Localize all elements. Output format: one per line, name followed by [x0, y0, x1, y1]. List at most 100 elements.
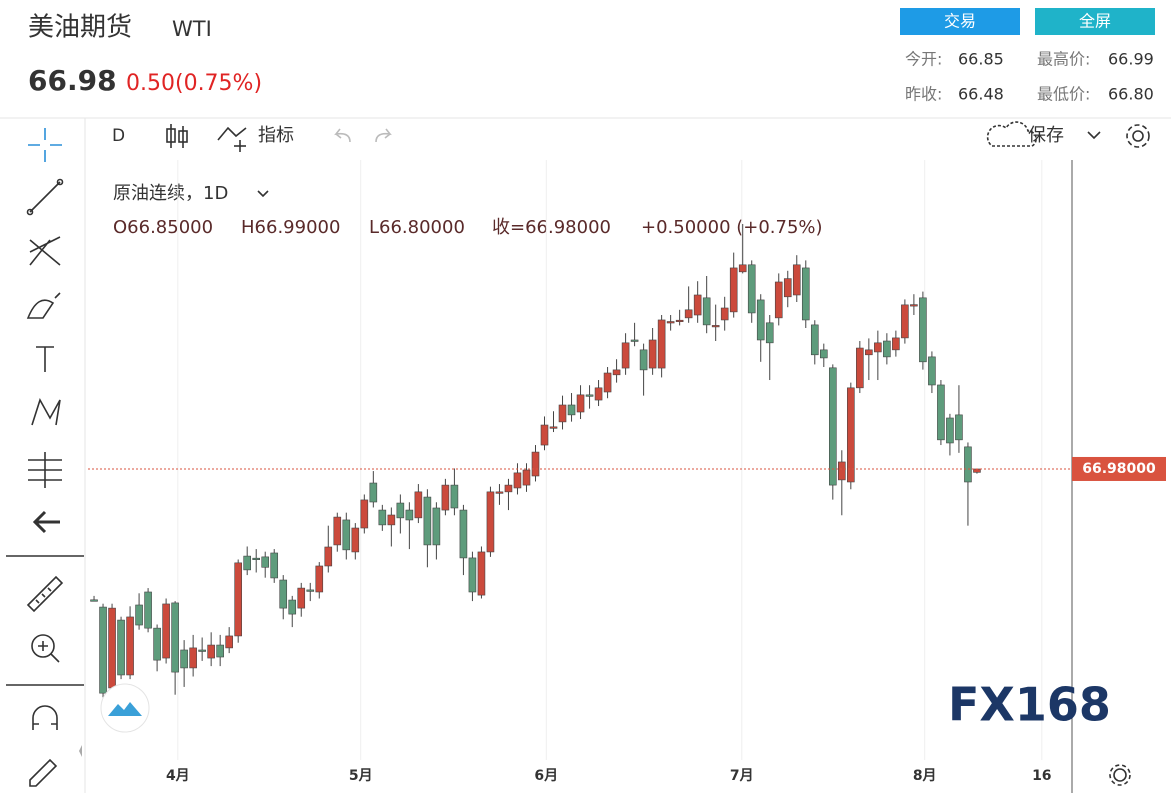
- candle-body: [856, 347, 864, 389]
- candle-body: [783, 278, 792, 298]
- candle-body: [792, 264, 801, 296]
- x-tick-label: 7月: [730, 768, 754, 784]
- candle-body: [405, 509, 414, 521]
- settings-icon[interactable]: [1126, 124, 1150, 148]
- stat-value: 66.48: [958, 85, 1004, 104]
- price-label: 66.98000: [1082, 461, 1156, 477]
- legend-low: L66.80000: [369, 217, 465, 238]
- title: 美油期货: [28, 13, 132, 43]
- candle-body: [432, 507, 441, 546]
- left-toolbar[interactable]: [6, 128, 84, 787]
- legend-open: O66.85000: [113, 217, 213, 238]
- axis-settings[interactable]: [1109, 764, 1131, 786]
- candle-body: [603, 372, 612, 393]
- candle-body: [522, 469, 531, 486]
- candle-body: [558, 404, 567, 423]
- save[interactable]: 保存: [1028, 125, 1064, 146]
- candle-body: [351, 527, 360, 553]
- interval[interactable]: D: [112, 126, 125, 146]
- candle-body: [333, 516, 342, 546]
- stat-value: 66.85: [958, 50, 1004, 69]
- candle-body: [513, 472, 522, 489]
- candle-body: [495, 491, 504, 494]
- candle-body: [324, 546, 333, 567]
- candle-body: [531, 451, 540, 477]
- candle-body: [630, 339, 639, 342]
- candle-body: [567, 404, 576, 416]
- indicators[interactable]: 指标: [258, 125, 294, 146]
- cloud-icon[interactable]: [986, 121, 1037, 147]
- candle-body: [477, 551, 486, 596]
- fullscreen-button[interactable]: [1035, 8, 1155, 35]
- candle-body: [829, 367, 837, 486]
- candle-body: [702, 297, 711, 326]
- x-tick-label: 5月: [349, 768, 373, 784]
- candle-body: [414, 491, 423, 519]
- candle-body: [117, 619, 125, 676]
- candle-body: [810, 324, 819, 356]
- watermark: FX168: [948, 678, 1111, 732]
- candle-body: [306, 589, 315, 592]
- candle-body: [126, 616, 134, 676]
- candle-body: [729, 267, 738, 313]
- chevron[interactable]: [257, 190, 269, 198]
- stat-label: 今开:: [905, 50, 942, 69]
- candle-body: [865, 349, 873, 356]
- change: 0.50(0.75%): [126, 71, 262, 96]
- stat-label: 昨收:: [905, 85, 942, 104]
- candle-body: [964, 446, 972, 483]
- candle-body: [189, 647, 197, 669]
- x-tick-label: 8月: [913, 768, 937, 784]
- candle-body: [360, 499, 369, 529]
- logo-mark: [108, 702, 142, 716]
- candle-body: [369, 482, 378, 503]
- candle-body: [711, 325, 720, 328]
- candle-body: [252, 557, 261, 560]
- candle-body: [540, 424, 549, 446]
- x-tick-label: 4月: [166, 768, 190, 784]
- undo-redo[interactable]: [334, 128, 392, 143]
- candle-body: [99, 606, 107, 694]
- candle-body: [747, 264, 756, 314]
- candle-body: [378, 509, 387, 526]
- candle-body: [153, 627, 161, 661]
- plot: 4月 5月 6月 7月 8月 16: [88, 160, 1072, 784]
- candle-body: [738, 264, 747, 273]
- candle-body: [423, 496, 432, 546]
- candle-body: [946, 417, 954, 444]
- candle-body: [801, 267, 810, 321]
- candle-body: [838, 461, 846, 481]
- price-label-box: [1072, 456, 1166, 481]
- logo[interactable]: [100, 683, 150, 733]
- candle-body: [585, 394, 594, 397]
- candle-icon[interactable]: [166, 124, 188, 148]
- candle-body: [279, 579, 288, 609]
- candle-body: [234, 562, 242, 637]
- candle-body: [594, 387, 603, 401]
- candle-body: [171, 602, 179, 673]
- candle-body: [216, 644, 224, 658]
- candle-body: [693, 294, 702, 316]
- chevron[interactable]: [1087, 131, 1101, 140]
- x-tick-label: 6月: [534, 768, 558, 784]
- candle-body: [504, 484, 513, 493]
- fullscreen-label[interactable]: 全屏: [1079, 12, 1111, 31]
- candle-body: [459, 509, 468, 559]
- candle-body: [847, 387, 855, 483]
- candle-body: [207, 644, 215, 659]
- candle-body: [621, 342, 630, 369]
- candle-body: [910, 304, 918, 307]
- stat-label: 最高价:: [1037, 50, 1090, 69]
- candle-body: [144, 591, 152, 629]
- trade-label[interactable]: 交易: [944, 12, 976, 31]
- collapse[interactable]: [79, 745, 82, 757]
- candle-body: [162, 603, 170, 659]
- indicator-icon[interactable]: [217, 126, 247, 152]
- symbol: WTI: [172, 17, 212, 41]
- candle-body: [270, 552, 279, 579]
- candle-body: [901, 304, 909, 339]
- candle-body: [288, 599, 297, 615]
- trade-button[interactable]: [900, 8, 1020, 35]
- stat-value: 66.99: [1108, 50, 1154, 69]
